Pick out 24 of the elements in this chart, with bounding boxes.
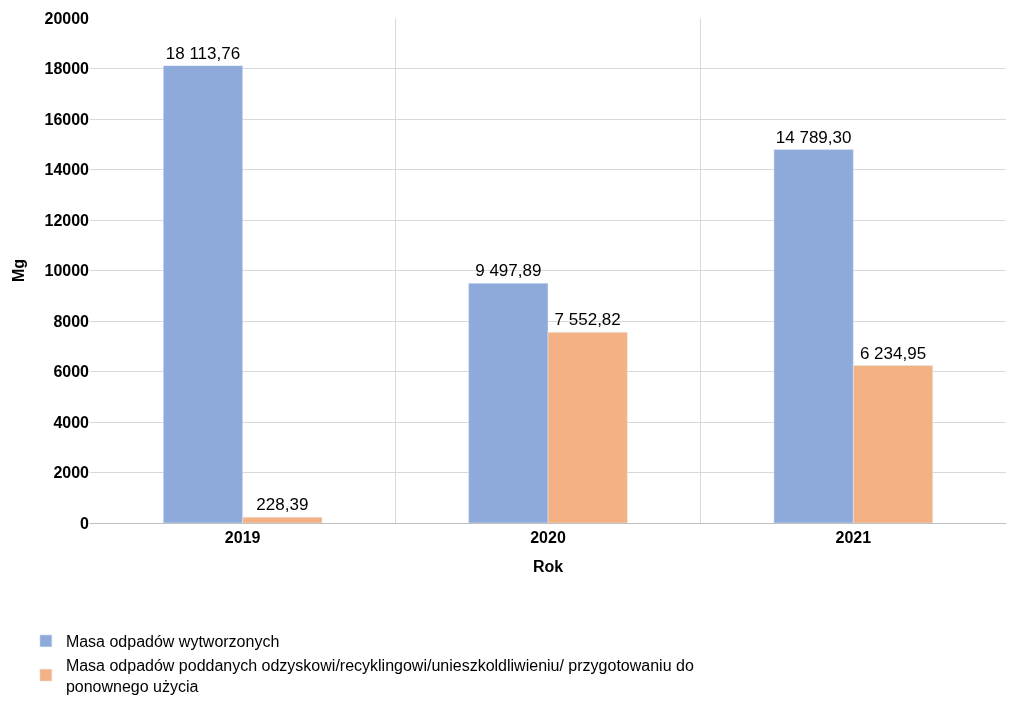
data-label: 14 789,30 — [775, 127, 852, 147]
data-label: 6 234,95 — [859, 343, 927, 363]
y-axis-title: Mg — [10, 258, 28, 283]
x-tick-label: 2019 — [224, 529, 261, 547]
y-tick-label: 18000 — [44, 60, 90, 78]
data-label: 228,39 — [256, 495, 309, 515]
data-label: 7 552,82 — [554, 310, 621, 330]
legend-label: Masa odpadów wytworzonych — [65, 633, 280, 651]
y-tick-label: 6000 — [53, 363, 90, 381]
x-tick-label: 2020 — [530, 529, 566, 547]
y-tick-label: 14000 — [44, 161, 90, 179]
y-tick-label: 4000 — [53, 413, 90, 431]
y-tick-label: 2000 — [53, 464, 90, 482]
x-tick-label: 2021 — [835, 529, 872, 547]
legend-label: Masa odpadów poddanych odzyskowi/recyklingowi/unieszkoldliwieniu/ przygotowaniu do ponownego użycia — [65, 656, 694, 695]
y-tick-label: 10000 — [44, 262, 90, 280]
data-label: 9 497,89 — [475, 261, 542, 281]
y-tick-label: 20000 — [44, 9, 90, 27]
y-tick-label: 16000 — [44, 110, 90, 128]
y-tick-label: 12000 — [44, 211, 90, 229]
data-label: 18 113,76 — [165, 43, 241, 63]
y-tick-label: 8000 — [53, 312, 90, 330]
y-tick-label: 0 — [80, 514, 90, 532]
x-axis-title: Rok — [532, 557, 564, 575]
